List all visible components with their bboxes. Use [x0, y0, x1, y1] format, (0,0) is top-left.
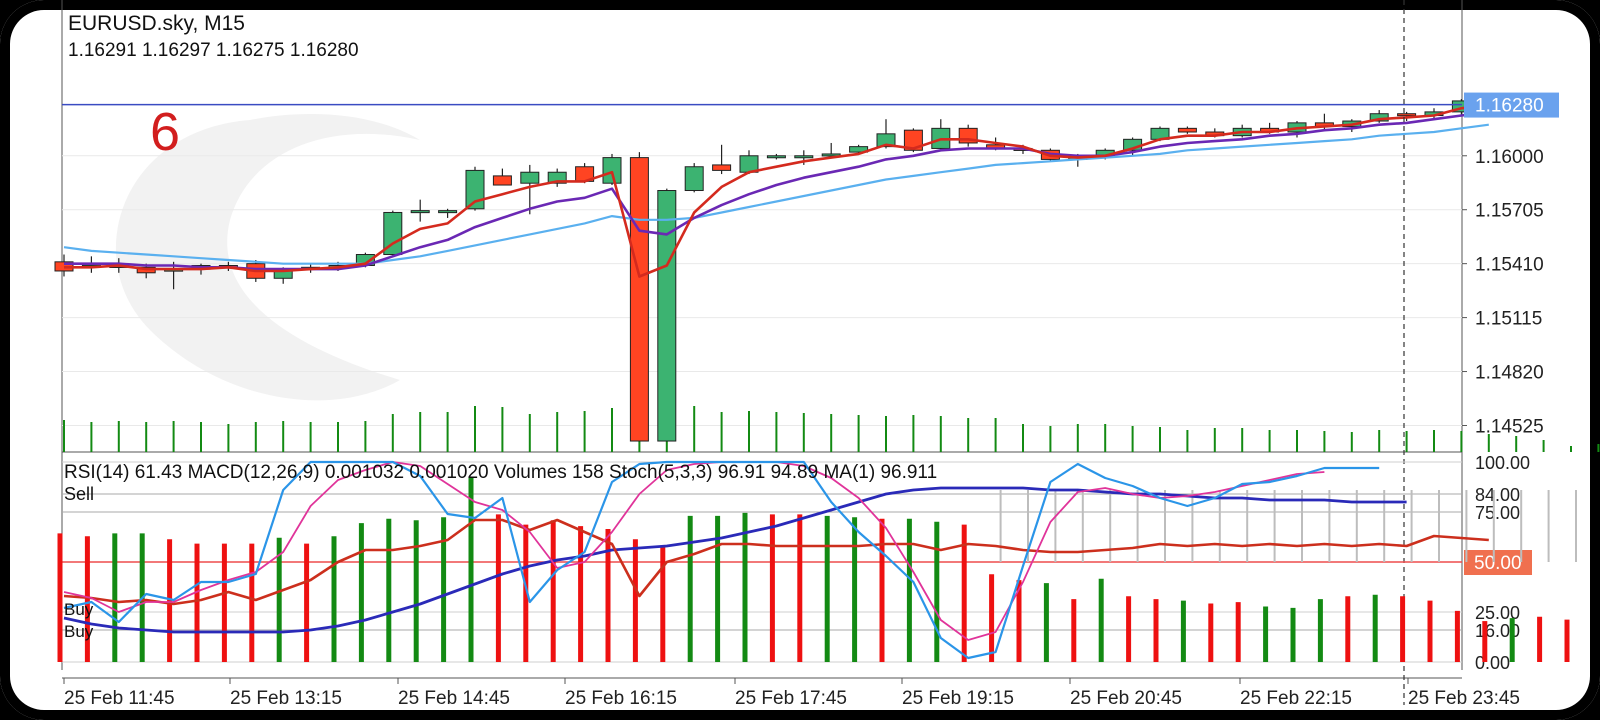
current-price-tag: [1464, 92, 1559, 118]
candle-body: [438, 210, 458, 214]
candle-body: [602, 157, 622, 184]
time-tick-label: 25 Feb 17:45: [735, 688, 847, 709]
current-price-label: 1.16280: [1475, 96, 1544, 117]
stoch-main-line: [63, 460, 1380, 660]
indicator-tick-label: 25.00: [1475, 603, 1520, 623]
rsi-line: [63, 518, 1489, 606]
candle-body: [1397, 113, 1417, 117]
indicator-tick-label: 100.00: [1475, 453, 1530, 473]
candle-body: [712, 164, 732, 171]
time-tick-label: 25 Feb 11:45: [64, 688, 175, 709]
buy-label: Buy: [64, 622, 94, 641]
candle-body: [1177, 127, 1197, 133]
ohlc-label: 1.16291 1.16297 1.16275 1.16280: [68, 40, 359, 61]
price-tick-label: 1.16000: [1475, 147, 1544, 168]
stoch-signal-line: [63, 461, 1325, 641]
candle-body: [492, 175, 512, 186]
candle-body: [657, 190, 677, 442]
annotation-mark: 6: [150, 102, 180, 162]
time-tick-label: 25 Feb 14:45: [398, 688, 510, 709]
sell-label: Sell: [64, 484, 94, 504]
candle-body: [383, 211, 403, 256]
indicator-tick-label: 0.00: [1475, 653, 1510, 673]
candle-body: [766, 155, 786, 159]
candle-body: [547, 171, 567, 184]
candle-body: [520, 171, 540, 184]
price-tick-label: 1.14820: [1475, 363, 1544, 384]
price-tick-label: 1.15115: [1475, 309, 1542, 330]
indicator-tick-label: 75.00: [1475, 503, 1520, 523]
candle-body: [849, 146, 869, 153]
price-tick-label: 1.15410: [1475, 255, 1544, 276]
symbol-label: EURUSD.sky, M15: [68, 12, 245, 35]
ma-fast-line: [64, 105, 1489, 278]
candle-body: [903, 129, 923, 151]
candle-body: [794, 155, 814, 159]
price-tick-label: 1.15705: [1475, 201, 1544, 222]
candle-body: [684, 166, 704, 192]
time-tick-label: 25 Feb 20:45: [1070, 688, 1182, 709]
watermark-logo: [115, 114, 420, 401]
candle-body: [821, 153, 841, 157]
time-tick-label: 25 Feb 16:15: [565, 688, 677, 709]
candle-body: [629, 157, 649, 442]
indicator-legend: RSI(14) 61.43 MACD(12,26,9) 0.001032 0.0…: [64, 462, 937, 483]
macd-signal-line: [63, 486, 1407, 634]
buy-label: Buy: [64, 600, 94, 619]
indicator-tick-label: 84.00: [1475, 485, 1520, 505]
candle-body: [876, 133, 896, 148]
candle-body: [410, 210, 430, 214]
level-50-label: 50.00: [1474, 553, 1522, 574]
time-tick-label: 25 Feb 13:15: [230, 688, 342, 709]
ma-slow-line: [63, 123, 1489, 265]
time-tick-label: 25 Feb 19:15: [902, 688, 1014, 709]
price-tick-label: 1.14525: [1475, 416, 1544, 437]
time-tick-label: 25 Feb 23:45: [1408, 688, 1520, 709]
time-tick-label: 25 Feb 22:15: [1240, 688, 1352, 709]
